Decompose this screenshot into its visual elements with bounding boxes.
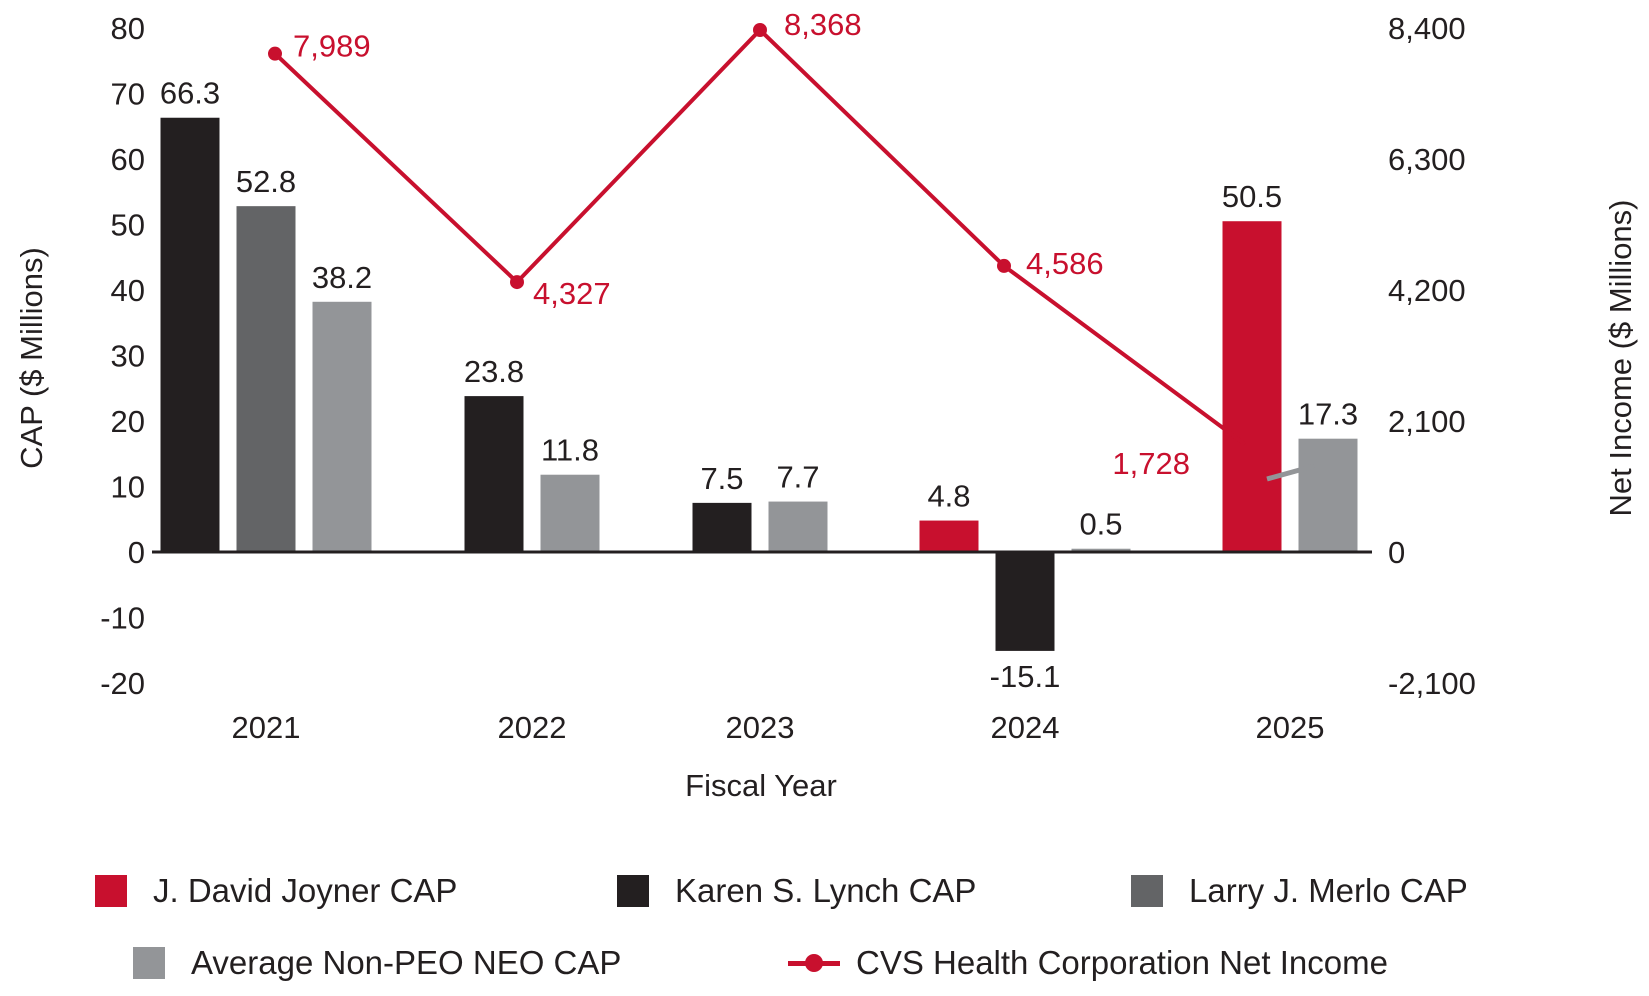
bar-data-label: 38.2	[312, 260, 372, 295]
bar-karen-s-lynch-cap-2022	[464, 396, 524, 552]
bar-average-non-peo-neo-cap-2023	[768, 501, 828, 552]
net-income-data-label: 4,327	[533, 276, 611, 311]
bar-average-non-peo-neo-cap-2022	[540, 474, 600, 552]
left-tick-label: 50	[111, 208, 145, 243]
bar-data-label: 7.7	[776, 460, 819, 495]
bar-data-label: 17.3	[1298, 397, 1358, 432]
left-tick-label: 70	[111, 77, 145, 112]
net-income-line-series: 7,989 4,327 8,368 4,586 1,728	[268, 7, 1315, 482]
bar-average-non-peo-neo-cap-2025	[1298, 438, 1358, 552]
bar-data-label: 66.3	[160, 76, 220, 111]
right-tick-label: 0	[1388, 535, 1405, 570]
x-tick-label-2024: 2024	[991, 710, 1060, 745]
bar-data-labels: 66.3 52.8 38.2 23.8 11.8 7.5 7.7 4.8 -15.1 0.5 50.…	[160, 76, 1358, 694]
net-income-point-2024	[997, 258, 1011, 273]
net-income-data-label: 4,586	[1026, 246, 1104, 281]
left-tick-label: 0	[128, 535, 145, 570]
bar-average-non-peo-neo-cap-2021	[312, 301, 372, 552]
bar-karen-s-lynch-cap-2023	[692, 502, 752, 552]
bar-series	[160, 117, 1358, 651]
left-tick-label: 60	[111, 142, 145, 177]
net-income-line	[273, 27, 1247, 446]
bar-karen-s-lynch-cap-2021	[160, 117, 220, 553]
bar-data-label: 23.8	[464, 354, 524, 389]
left-tick-label: -10	[100, 601, 145, 636]
net-income-point-2023	[753, 22, 767, 37]
right-tick-label: -2,100	[1388, 666, 1476, 701]
right-tick-label: 2,100	[1388, 404, 1466, 439]
bar-data-label: -15.1	[990, 659, 1061, 694]
right-tick-label: 6,300	[1388, 142, 1466, 177]
bar-data-label: 0.5	[1079, 507, 1122, 542]
bar-data-label: 52.8	[236, 164, 296, 199]
right-axis-title: Net Income ($ Millions)	[1603, 200, 1638, 517]
net-income-point-2021	[268, 46, 282, 61]
x-axis-title: Fiscal Year	[685, 768, 837, 803]
right-tick-label: 8,400	[1388, 11, 1466, 46]
bar-data-label: 4.8	[927, 479, 970, 514]
net-income-data-label: 7,989	[293, 29, 371, 64]
left-axis-ticks: 80 70 60 50 40 30 20 10 0 -10 -20	[100, 11, 145, 701]
bar-data-label: 7.5	[700, 461, 743, 496]
leader-line-2025	[1266, 463, 1315, 482]
bar-larry-j-merlo-cap-2021	[236, 206, 296, 552]
right-tick-label: 4,200	[1388, 273, 1466, 308]
right-axis-ticks: 8,400 6,300 4,200 2,100 0 -2,100	[1388, 11, 1476, 701]
x-tick-label-2022: 2022	[498, 710, 567, 745]
left-tick-label: 40	[111, 273, 145, 308]
net-income-point-2022	[510, 275, 524, 290]
x-axis-ticks: 2021 2022 2023 2024 2025	[232, 710, 1325, 745]
x-tick-label-2021: 2021	[232, 710, 301, 745]
left-tick-label: -20	[100, 666, 145, 701]
bar-j-david-joyner-cap-2024	[919, 520, 979, 552]
x-tick-label-2023: 2023	[726, 710, 795, 745]
left-tick-label: 30	[111, 339, 145, 374]
left-tick-label: 80	[111, 11, 145, 46]
bar-data-label: 50.5	[1222, 179, 1282, 214]
left-tick-label: 20	[111, 404, 145, 439]
net-income-data-label: 1,728	[1112, 446, 1190, 481]
left-tick-label: 10	[111, 470, 145, 505]
bar-average-non-peo-neo-cap-2024	[1071, 548, 1131, 552]
left-axis-title: CAP ($ Millions)	[14, 247, 49, 469]
net-income-data-label: 8,368	[784, 7, 862, 42]
x-tick-label-2025: 2025	[1256, 710, 1325, 745]
bar-karen-s-lynch-cap-2024	[995, 552, 1055, 651]
bar-j-david-joyner-cap-2025	[1222, 221, 1282, 552]
bar-data-label: 11.8	[541, 433, 599, 468]
